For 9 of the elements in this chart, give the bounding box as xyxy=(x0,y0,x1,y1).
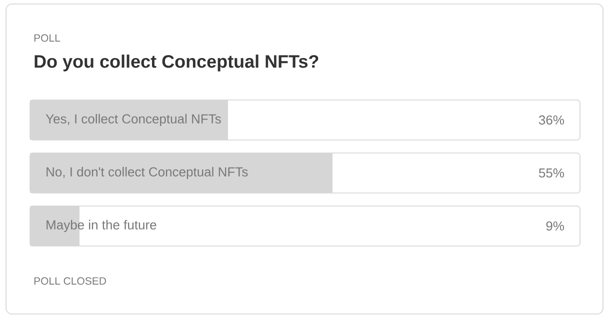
y-tick-label: Maybe in the future xyxy=(46,220,156,232)
data-label: 36% xyxy=(538,115,564,125)
y-tick-label: No, I don't collect Conceptual NFTs xyxy=(46,166,248,180)
data-label: 55% xyxy=(538,168,564,178)
data-label: 9% xyxy=(546,221,564,231)
text: POLL xyxy=(34,34,60,42)
text: POLL CLOSED xyxy=(34,277,106,285)
chart-title: Do you collect Conceptual NFTs? xyxy=(34,54,318,72)
y-tick-label: Yes, I collect Conceptual NFTs xyxy=(46,114,221,126)
